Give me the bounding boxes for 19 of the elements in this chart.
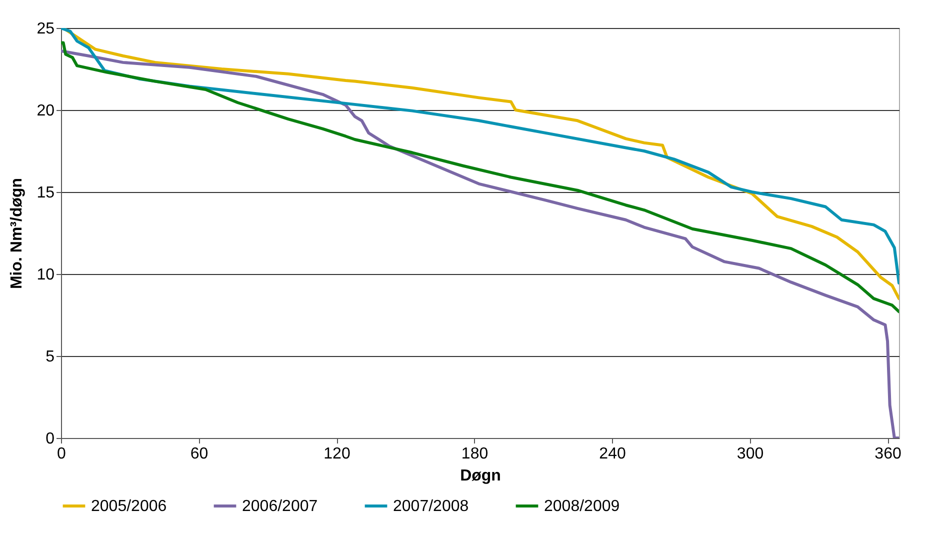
legend-label: 2008/2009 bbox=[544, 498, 620, 515]
x-tick-label: 360 bbox=[874, 446, 902, 462]
y-tick-label: 25 bbox=[36, 20, 55, 38]
y-tick-label: 10 bbox=[36, 266, 55, 284]
x-tick-label: 60 bbox=[190, 446, 208, 462]
x-tick-label: 180 bbox=[461, 446, 488, 462]
x-axis-title: Døgn bbox=[460, 468, 501, 484]
x-tick-label: 300 bbox=[736, 446, 764, 462]
x-tick-label: 0 bbox=[57, 446, 66, 462]
y-tick-label: 20 bbox=[36, 102, 55, 120]
legend-label: 2006/2007 bbox=[242, 498, 318, 515]
x-tick-label: 120 bbox=[324, 446, 350, 462]
x-tick-label: 240 bbox=[599, 446, 626, 462]
y-tick-label: 0 bbox=[46, 430, 55, 448]
legend-label: 2005/2006 bbox=[91, 498, 167, 515]
y-tick-label: 5 bbox=[46, 348, 55, 366]
y-tick-label: 15 bbox=[36, 184, 55, 202]
legend-label: 2007/2008 bbox=[393, 498, 469, 515]
y-axis-title: Mio. Nm³/døgn bbox=[8, 178, 26, 290]
